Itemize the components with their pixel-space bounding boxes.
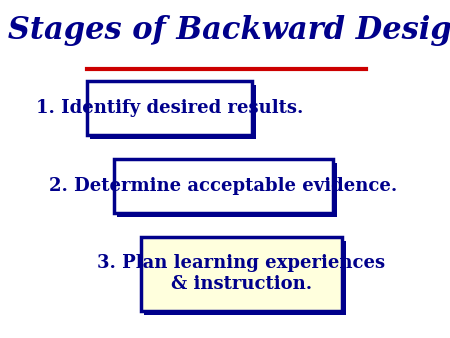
FancyBboxPatch shape bbox=[141, 237, 342, 311]
FancyBboxPatch shape bbox=[117, 163, 337, 217]
Text: 1. Identify desired results.: 1. Identify desired results. bbox=[36, 99, 303, 117]
FancyBboxPatch shape bbox=[144, 241, 346, 315]
Text: 3 Stages of Backward Design: 3 Stages of Backward Design bbox=[0, 15, 450, 46]
Text: 3. Plan learning experiences
& instruction.: 3. Plan learning experiences & instructi… bbox=[98, 255, 386, 293]
FancyBboxPatch shape bbox=[114, 159, 333, 213]
FancyBboxPatch shape bbox=[90, 85, 256, 139]
FancyBboxPatch shape bbox=[86, 81, 252, 135]
Text: 2. Determine acceptable evidence.: 2. Determine acceptable evidence. bbox=[50, 177, 398, 195]
